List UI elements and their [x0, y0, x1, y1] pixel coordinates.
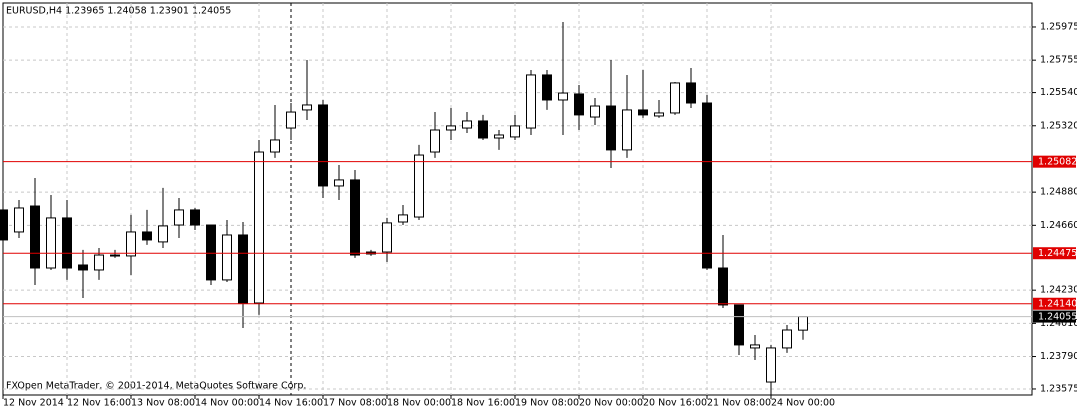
candle-body — [286, 111, 296, 129]
candle-body — [78, 264, 88, 271]
x-tick-label: 24 Nov 00:00 — [771, 398, 835, 409]
candle-body — [142, 231, 152, 241]
candle-body — [350, 179, 360, 256]
candle-body — [446, 125, 456, 131]
x-tick-label: 21 Nov 08:00 — [707, 398, 771, 409]
candle-body — [670, 82, 680, 114]
candle-body — [590, 105, 600, 118]
y-tick-label: 1.23790 — [1040, 351, 1077, 362]
candle-body — [574, 93, 584, 116]
y-tick-label: 1.25320 — [1040, 120, 1077, 131]
candle-body — [718, 267, 728, 306]
y-tick-label: 1.25975 — [1040, 21, 1077, 32]
candle-body — [270, 139, 280, 153]
candle-body — [654, 112, 664, 117]
price-label: 1.24475 — [1038, 248, 1077, 259]
x-tick-label: 20 Nov 00:00 — [579, 398, 643, 409]
candle-body — [430, 129, 440, 153]
plot-border — [2, 2, 1033, 396]
candle-body — [766, 347, 776, 383]
candle-body — [782, 329, 792, 349]
candle-body — [302, 104, 312, 111]
price-label-box — [1033, 297, 1076, 310]
candle-body — [46, 217, 56, 269]
candle-body — [174, 209, 184, 226]
y-tick-label: 1.25755 — [1040, 55, 1077, 66]
candle-body — [686, 82, 696, 104]
annotation: FXOpen MetaTrader, © 2001-2014, MetaQuot… — [6, 381, 306, 392]
price-label: 1.24055 — [1038, 312, 1077, 323]
candle-body — [510, 125, 520, 138]
price-label-box — [1033, 155, 1076, 168]
x-tick-label: 18 Nov 00:00 — [387, 398, 451, 409]
price-label-box — [1033, 247, 1076, 260]
y-tick-label: 1.23575 — [1040, 383, 1077, 394]
candle-body — [494, 134, 504, 139]
candle-body — [110, 254, 120, 257]
x-tick-label: 18 Nov 16:00 — [451, 398, 515, 409]
candle-body — [526, 74, 536, 129]
y-tick-label: 1.25540 — [1040, 87, 1077, 98]
x-tick-label: 14 Nov 16:00 — [259, 398, 323, 409]
price-label-box — [1033, 310, 1076, 323]
x-tick-label: 13 Nov 08:00 — [131, 398, 195, 409]
x-tick-label: 12 Nov 2014 — [3, 398, 64, 409]
candle-body — [702, 102, 712, 269]
candle-body — [206, 224, 216, 281]
x-tick-label: 20 Nov 16:00 — [643, 398, 707, 409]
candle-body — [30, 205, 40, 269]
x-tick-label: 14 Nov 00:00 — [195, 398, 259, 409]
candle-body — [126, 231, 136, 257]
candle-body — [462, 120, 472, 129]
candle-body — [222, 234, 232, 281]
candle-body — [638, 109, 648, 116]
candle-body — [542, 74, 552, 101]
x-tick-label: 17 Nov 08:00 — [323, 398, 387, 409]
price-label: 1.24140 — [1038, 299, 1077, 310]
y-tick-label: 1.24230 — [1040, 285, 1077, 296]
candle-body — [414, 154, 424, 218]
y-tick-label: 1.24010 — [1040, 318, 1077, 329]
candle-body — [382, 222, 392, 253]
candle-body — [318, 104, 328, 187]
candle-body — [334, 179, 344, 187]
candle-body — [558, 92, 568, 101]
candle-body — [62, 217, 72, 269]
candle-body — [254, 151, 264, 304]
y-tick-label: 1.24660 — [1040, 220, 1077, 231]
candle-body — [798, 316, 808, 331]
x-tick-label: 12 Nov 16:00 — [67, 398, 131, 409]
candle-body — [0, 209, 8, 241]
candle-body — [190, 209, 200, 226]
candle-body — [622, 109, 632, 151]
candle-body — [94, 254, 104, 271]
chart-title: EURUSD,H4 1.23965 1.24058 1.23901 1.2405… — [6, 6, 231, 17]
price-label: 1.25082 — [1038, 157, 1077, 168]
candle-body — [606, 105, 616, 151]
x-tick-label: 19 Nov 08:00 — [515, 398, 579, 409]
y-tick-label: 1.24880 — [1040, 187, 1077, 198]
candle-body — [478, 120, 488, 139]
candle-body — [750, 344, 760, 349]
candle-body — [734, 304, 744, 346]
candle-body — [158, 225, 168, 243]
candle-body — [14, 207, 24, 233]
candle-body — [398, 214, 408, 223]
candle-body — [238, 234, 248, 304]
